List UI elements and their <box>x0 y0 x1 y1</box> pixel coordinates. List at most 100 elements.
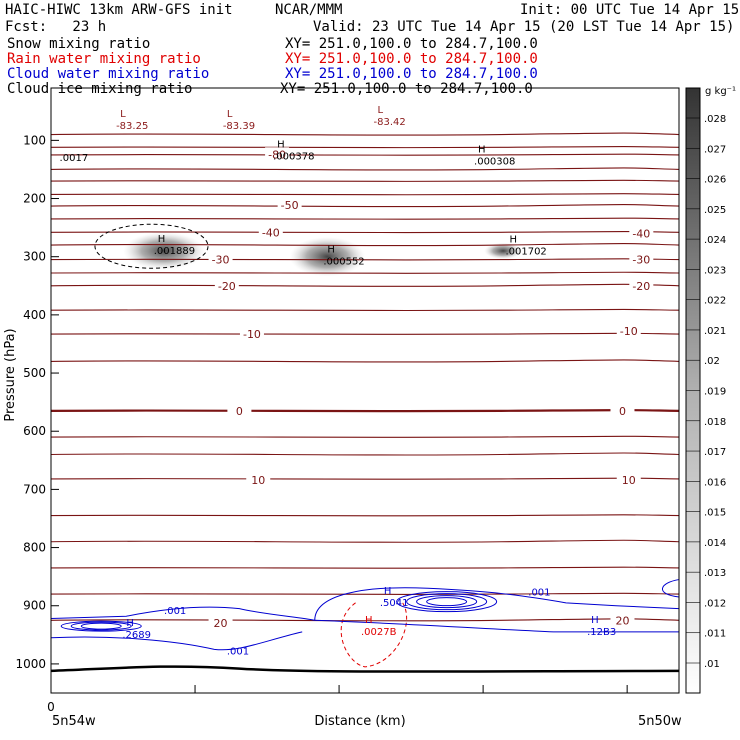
colorbar-label: .015 <box>704 508 726 519</box>
colorbar-label: .019 <box>704 387 726 398</box>
extremum-value: -83.25 <box>116 121 148 132</box>
extremum-marker: H <box>126 618 134 629</box>
colorbar-label: .028 <box>704 114 726 125</box>
isotherm-line <box>50 592 680 595</box>
isotherm-line <box>50 308 680 312</box>
chart-title: HAIC-HIWC 13km ARW-GFS init <box>5 2 233 18</box>
extremum-marker: L <box>227 109 233 120</box>
field-label-cloud-ice: Cloud ice mixing ratio <box>7 81 193 97</box>
y-tick-label: 700 <box>23 482 46 496</box>
isotherm-label-bg <box>208 616 233 630</box>
isotherm-label: -20 <box>218 280 236 293</box>
colorbar-label: .026 <box>704 175 726 186</box>
colorbar-label: .02 <box>704 356 720 367</box>
isotherm-label: 0 <box>619 405 626 418</box>
isotherm-line <box>50 409 680 413</box>
isotherm-line <box>50 477 680 480</box>
isotherm-line <box>50 359 680 363</box>
isotherm-label-bg <box>227 403 252 417</box>
snow-shading-2 <box>484 242 522 260</box>
isotherm-line <box>50 452 680 456</box>
extremum-value: .000378 <box>273 152 314 163</box>
extremum-marker: L <box>120 109 126 120</box>
y-axis-label: Pressure (hPa) <box>3 328 18 421</box>
cloud-water-left-contour <box>60 620 142 632</box>
y-tick-label: 400 <box>23 308 46 322</box>
colorbar-label: .023 <box>704 265 726 276</box>
x-tick-zero: 0 <box>47 700 55 714</box>
colorbar-label: .017 <box>704 447 726 458</box>
org-label: NCAR/MMM <box>275 2 343 18</box>
y-tick-label: 800 <box>23 541 46 555</box>
isotherm-label: 10 <box>251 474 265 487</box>
y-tick-label: 1000 <box>15 657 46 671</box>
extremum-marker: H <box>591 615 599 626</box>
isotherm-label: -30 <box>212 254 230 267</box>
colorbar-label: .012 <box>704 598 726 609</box>
colorbar-label: .01 <box>704 659 720 670</box>
cloud-water-contour-1 <box>50 631 303 651</box>
cloud-water-label: .001 <box>227 647 249 658</box>
extremum-marker: H <box>365 615 373 626</box>
isotherm-label: -10 <box>243 328 261 341</box>
isotherm-line <box>50 217 680 220</box>
cloud-water-core-contour <box>396 591 498 613</box>
extremum-marker: H <box>327 244 335 255</box>
isotherm-label-bg <box>265 147 290 161</box>
isotherm-label-bg <box>616 324 641 338</box>
cloud-water-core-contour <box>426 597 468 607</box>
isotherm-line <box>50 132 680 136</box>
isotherm-label: -40 <box>632 227 650 240</box>
x-left-location: 5n54w <box>52 714 96 729</box>
colorbar-label: .021 <box>704 326 726 337</box>
colorbar-label: .022 <box>704 296 726 307</box>
colorbar-label: .024 <box>704 235 726 246</box>
y-tick-label: 500 <box>23 366 46 380</box>
cloud-water-label: .001 <box>528 587 550 598</box>
isotherm-label: 20 <box>615 614 629 627</box>
isotherm-label-bg <box>214 278 239 292</box>
isotherm-label-bg <box>239 327 264 341</box>
extremum-value: .5041 <box>380 598 409 609</box>
x-axis-label: Distance (km) <box>314 714 405 729</box>
isotherm-label-bg <box>610 403 635 417</box>
isotherm-line <box>50 204 680 208</box>
y-tick-label: 200 <box>23 192 46 206</box>
isotherm-label-bg <box>629 278 654 292</box>
isotherm-line <box>50 153 680 156</box>
extremum-value: .0027B <box>361 627 397 638</box>
colorbar-label: .013 <box>704 568 726 579</box>
init-time: Init: 00 UTC Tue 14 Apr 15 <box>520 2 740 18</box>
cloud-water-contour-3 <box>314 619 679 633</box>
plot-frame <box>50 87 680 694</box>
field-xy-cloud-ice: XY= 251.0,100.0 to 284.7,100.0 <box>280 81 533 97</box>
snow-shading-1 <box>289 236 365 277</box>
isotherm-label-bg <box>246 473 271 487</box>
isotherm-line <box>50 243 680 247</box>
field-xy-cloud-water: XY= 251.0,100.0 to 284.7,100.0 <box>285 66 538 82</box>
x-right-location: 5n50w <box>638 714 682 729</box>
field-label-snow: Snow mixing ratio <box>7 36 151 52</box>
cloud-water-label: .001 <box>164 606 186 617</box>
y-tick-label: 100 <box>23 133 46 147</box>
colorbar-label: .016 <box>704 477 726 488</box>
isotherm-label: -50 <box>281 199 299 212</box>
isotherm-line <box>50 230 680 234</box>
isotherm-label-bg <box>629 226 654 240</box>
extremum-value: -83.39 <box>223 121 255 132</box>
isotherm-label: -10 <box>620 325 638 338</box>
valid-time: Valid: 23 UTC Tue 14 Apr 15 (20 LST Tue … <box>313 19 735 35</box>
extremum-marker: H <box>478 144 486 155</box>
surface-line <box>50 665 680 673</box>
extremum-marker: H <box>277 140 285 151</box>
isotherm-label: 20 <box>214 617 228 630</box>
colorbar-label: .011 <box>704 629 726 640</box>
isotherm-label: -30 <box>632 254 650 267</box>
field-label-rain: Rain water mixing ratio <box>7 51 201 67</box>
isotherm-line <box>50 566 680 569</box>
extremum-value: .001702 <box>505 247 546 258</box>
extremum-value: .001889 <box>154 246 195 257</box>
isotherm-line <box>50 271 680 274</box>
forecast-hour: Fcst: 23 h <box>5 19 107 35</box>
